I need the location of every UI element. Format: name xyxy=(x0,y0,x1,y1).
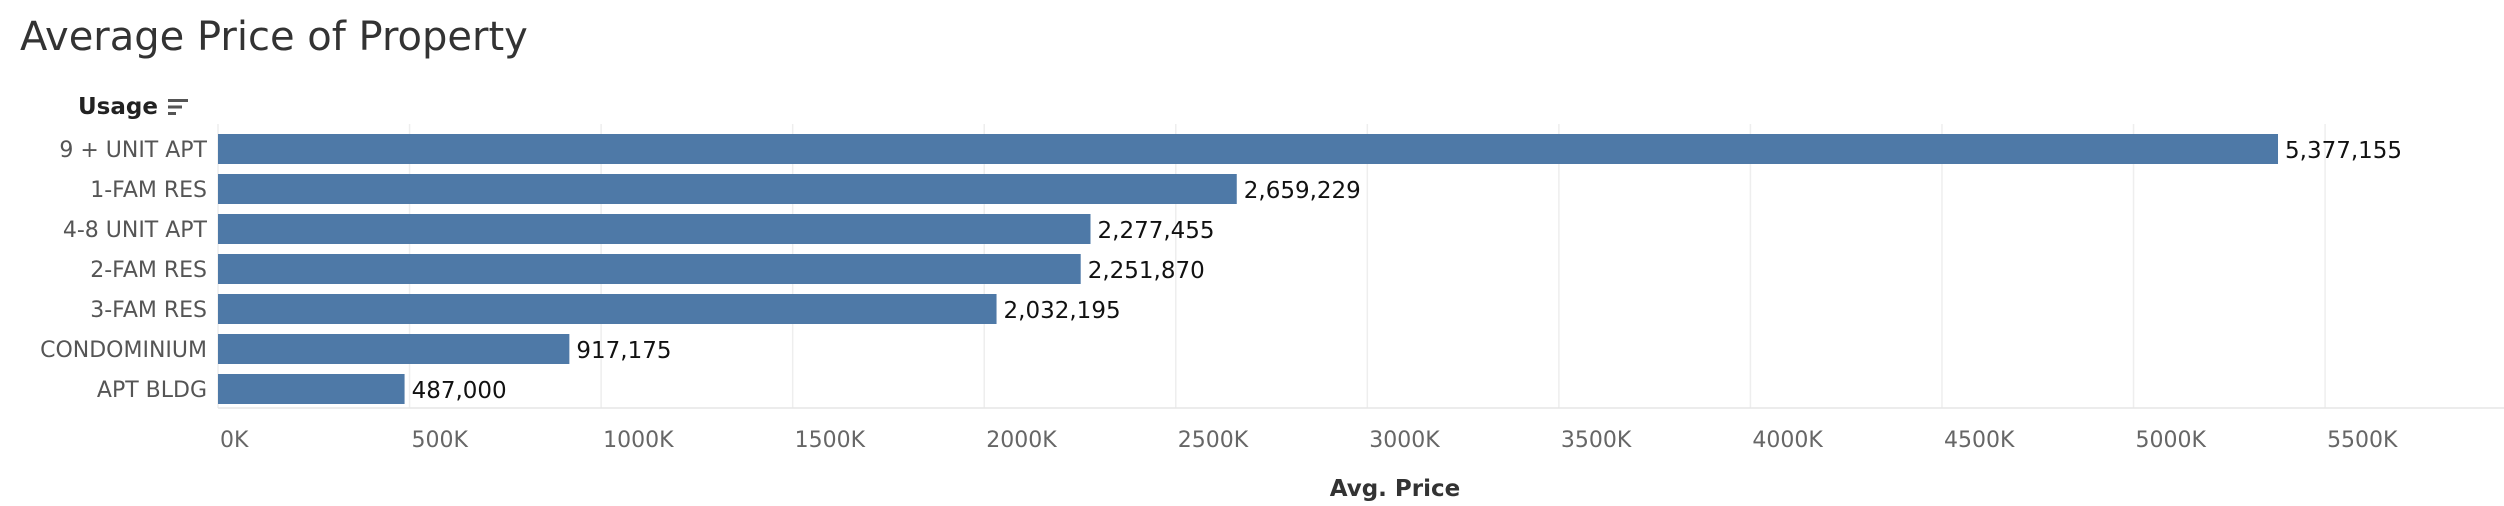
bar[interactable] xyxy=(218,254,1081,284)
x-tick-label: 2500K xyxy=(1178,428,1249,453)
data-label: 2,277,455 xyxy=(1098,218,1215,244)
category-header-label: Usage xyxy=(78,94,158,120)
category-label: 9 + UNIT APT xyxy=(59,138,207,163)
x-tick-label: 3000K xyxy=(1369,428,1440,453)
x-tick-label: 4000K xyxy=(1752,428,1823,453)
category-label: 2-FAM RES xyxy=(90,258,207,283)
chart-title: Average Price of Property xyxy=(20,14,528,60)
bar[interactable] xyxy=(218,174,1237,204)
x-tick-label: 4500K xyxy=(1944,428,2015,453)
data-label: 2,032,195 xyxy=(1004,298,1121,324)
x-tick-label: 1500K xyxy=(795,428,866,453)
category-label: APT BLDG xyxy=(97,378,207,403)
x-tick-label: 1000K xyxy=(603,428,674,453)
bar[interactable] xyxy=(218,214,1091,244)
bar[interactable] xyxy=(218,294,997,324)
category-label: 1-FAM RES xyxy=(90,178,207,203)
data-label: 917,175 xyxy=(576,338,671,364)
x-tick-label: 5500K xyxy=(2327,428,2398,453)
data-label: 487,000 xyxy=(412,378,507,404)
x-tick-label: 3500K xyxy=(1561,428,1632,453)
category-label: CONDOMINIUM xyxy=(40,338,207,363)
data-label: 2,251,870 xyxy=(1088,258,1205,284)
sort-descending-icon[interactable] xyxy=(166,96,190,118)
x-tick-label: 0K xyxy=(220,428,249,453)
bar[interactable] xyxy=(218,374,405,404)
category-label: 4-8 UNIT APT xyxy=(63,218,208,243)
bar[interactable] xyxy=(218,134,2279,164)
x-tick-label: 5000K xyxy=(2136,428,2207,453)
category-label: 3-FAM RES xyxy=(90,298,207,323)
category-header[interactable]: Usage xyxy=(78,94,190,120)
x-axis-title: Avg. Price xyxy=(1330,476,1461,502)
data-label: 5,377,155 xyxy=(2285,138,2402,164)
x-tick-label: 2000K xyxy=(986,428,1057,453)
bar[interactable] xyxy=(218,334,570,364)
data-label: 2,659,229 xyxy=(1244,178,1361,204)
x-tick-label: 500K xyxy=(412,428,469,453)
